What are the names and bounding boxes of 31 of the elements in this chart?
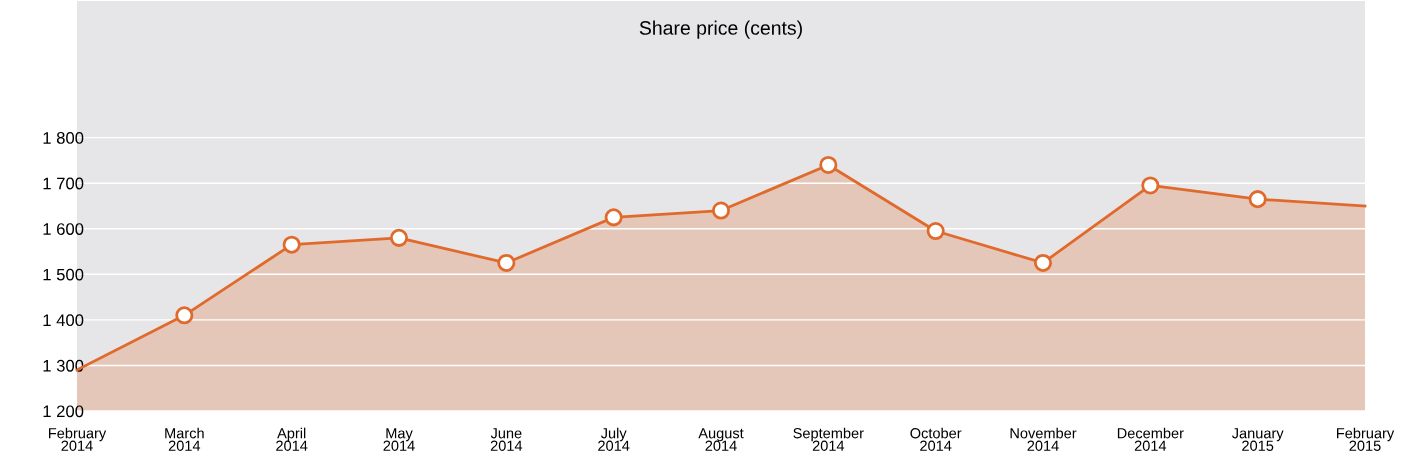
y-tick-label: 1 200	[43, 405, 84, 418]
x-tick-label: October 2014	[910, 427, 962, 451]
y-tick-label: 1 600	[43, 223, 84, 235]
point	[282, 235, 301, 254]
x-tick-label: March 2014	[165, 427, 204, 451]
x-tick-label: July 2014	[598, 427, 630, 451]
x-tick-label: December 2014	[1117, 427, 1184, 451]
x-tick-label: April 2014	[276, 427, 308, 451]
x-tick-label: May 2014	[383, 428, 415, 451]
y-tick-label: 1 700	[43, 177, 84, 190]
point	[1248, 190, 1267, 209]
point	[604, 208, 623, 227]
point	[1033, 253, 1053, 272]
y-tick-label: 1 400	[43, 314, 84, 327]
y-tick-label: 1 500	[43, 268, 84, 281]
x-tick-label: September 2014	[793, 427, 864, 451]
point	[711, 201, 731, 220]
point	[819, 155, 838, 174]
x-tick-label: February 2015	[1337, 427, 1395, 451]
x-tick-label: February 2014	[49, 427, 107, 451]
x-tick-label: August 2014	[698, 428, 744, 451]
point	[926, 222, 945, 241]
point	[175, 306, 194, 325]
x-tick-label: June 2014	[490, 428, 523, 451]
y-tick-label: 1 800	[43, 132, 84, 144]
x-tick-label: January 2015	[1231, 428, 1284, 451]
text: Share price (cents)	[639, 20, 802, 39]
point	[1141, 176, 1160, 195]
point	[497, 253, 516, 272]
point	[389, 228, 409, 247]
x-tick-label: November 2014	[1010, 427, 1077, 451]
